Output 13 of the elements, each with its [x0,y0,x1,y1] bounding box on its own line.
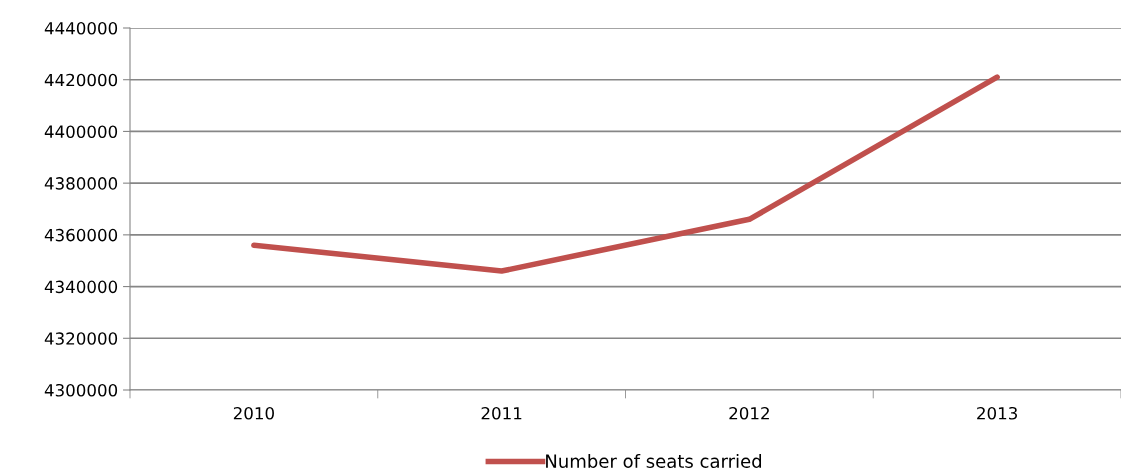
x-tick-label: 2013 [977,406,1017,420]
y-tick-label: 4400000 [44,125,118,138]
y-tick-label: 4380000 [44,177,118,190]
x-tick-label: 2011 [481,406,522,420]
y-tick-label: 4340000 [44,280,118,294]
y-tick-label: 4360000 [44,228,118,242]
x-tick-label: 2012 [729,406,769,420]
y-tick-label: 4320000 [44,332,118,345]
y-tick-label: 4420000 [44,73,118,87]
x-tick-label: 2010 [233,406,274,420]
y-tick-label: 4300000 [44,383,118,397]
legend-label: Number of seats carried [546,454,762,468]
y-tick-label: 4440000 [44,21,118,35]
